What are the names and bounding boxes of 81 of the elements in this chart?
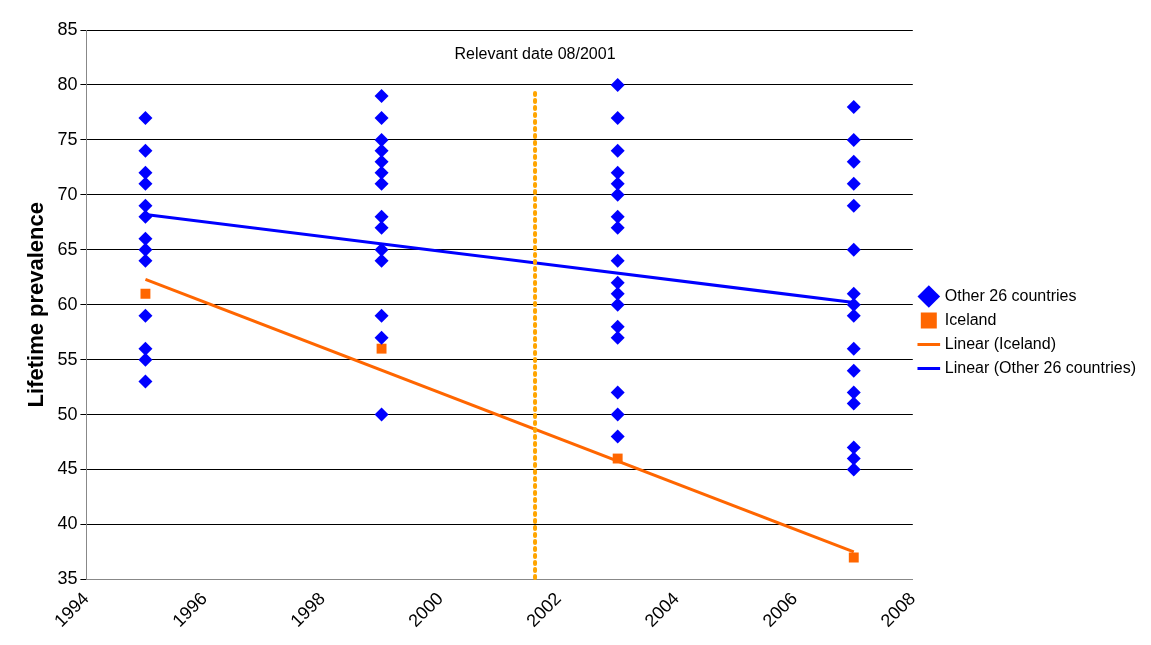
point (138, 165, 153, 180)
point (610, 407, 625, 422)
point (374, 88, 389, 103)
point (138, 143, 153, 158)
point (610, 385, 625, 400)
point (374, 154, 389, 169)
y-tick-label: 75 (57, 128, 78, 149)
point (374, 220, 389, 235)
point (610, 77, 625, 92)
point (374, 253, 389, 268)
y-tick-label: 80 (57, 73, 78, 94)
y-tick-label: 65 (57, 238, 78, 259)
point (846, 154, 861, 169)
point (138, 198, 153, 213)
point (374, 242, 389, 257)
point (846, 341, 861, 356)
point (610, 330, 625, 345)
point (846, 99, 861, 114)
y-tick-label: 85 (57, 18, 78, 39)
point (610, 209, 625, 224)
point (610, 253, 625, 268)
point (610, 176, 625, 191)
point (848, 552, 859, 563)
point (374, 165, 389, 180)
point (610, 220, 625, 235)
point (846, 176, 861, 191)
legend-label: Other 26 countries (944, 286, 1077, 304)
point (374, 176, 389, 191)
point (610, 286, 625, 301)
point (138, 110, 153, 125)
y-tick-label: 55 (57, 348, 78, 369)
point (140, 288, 151, 299)
legend-label: Linear (Other 26 countries) (944, 358, 1136, 376)
point (846, 363, 861, 378)
point (612, 453, 623, 464)
point (374, 143, 389, 158)
point (846, 242, 861, 257)
point (846, 308, 861, 323)
point (610, 143, 625, 158)
point (376, 343, 387, 354)
legend-label: Iceland (944, 310, 997, 328)
point (846, 451, 861, 466)
point (138, 352, 153, 367)
point (610, 429, 625, 444)
point (138, 176, 153, 191)
legend-label: Linear (Iceland) (944, 334, 1056, 352)
ref-line-label: Relevant date 08/2001 (454, 45, 616, 63)
point (138, 231, 153, 246)
point (374, 132, 389, 147)
y-tick-label: 70 (57, 183, 78, 204)
point (610, 319, 625, 334)
point (138, 253, 153, 268)
y-tick-label: 40 (57, 513, 78, 534)
point (846, 198, 861, 213)
y-axis-title: Lifetime prevalence (23, 201, 49, 408)
point (610, 110, 625, 125)
y-tick-label: 45 (57, 458, 78, 479)
point (138, 242, 153, 257)
point (846, 440, 861, 455)
point (610, 297, 625, 312)
point (610, 187, 625, 202)
point (138, 308, 153, 323)
point (846, 132, 861, 147)
y-tick-label: 50 (57, 403, 78, 424)
point (846, 396, 861, 411)
y-tick-label: 35 (57, 568, 78, 589)
point (374, 110, 389, 125)
point (610, 275, 625, 290)
point (374, 407, 389, 422)
point (138, 374, 153, 389)
point (374, 209, 389, 224)
point (846, 286, 861, 301)
point (374, 308, 389, 323)
point (846, 297, 861, 312)
point (610, 165, 625, 180)
point (138, 341, 153, 356)
point (846, 385, 861, 400)
point (138, 209, 153, 224)
point (374, 330, 389, 345)
y-tick-label: 60 (57, 293, 78, 314)
point (846, 462, 861, 477)
